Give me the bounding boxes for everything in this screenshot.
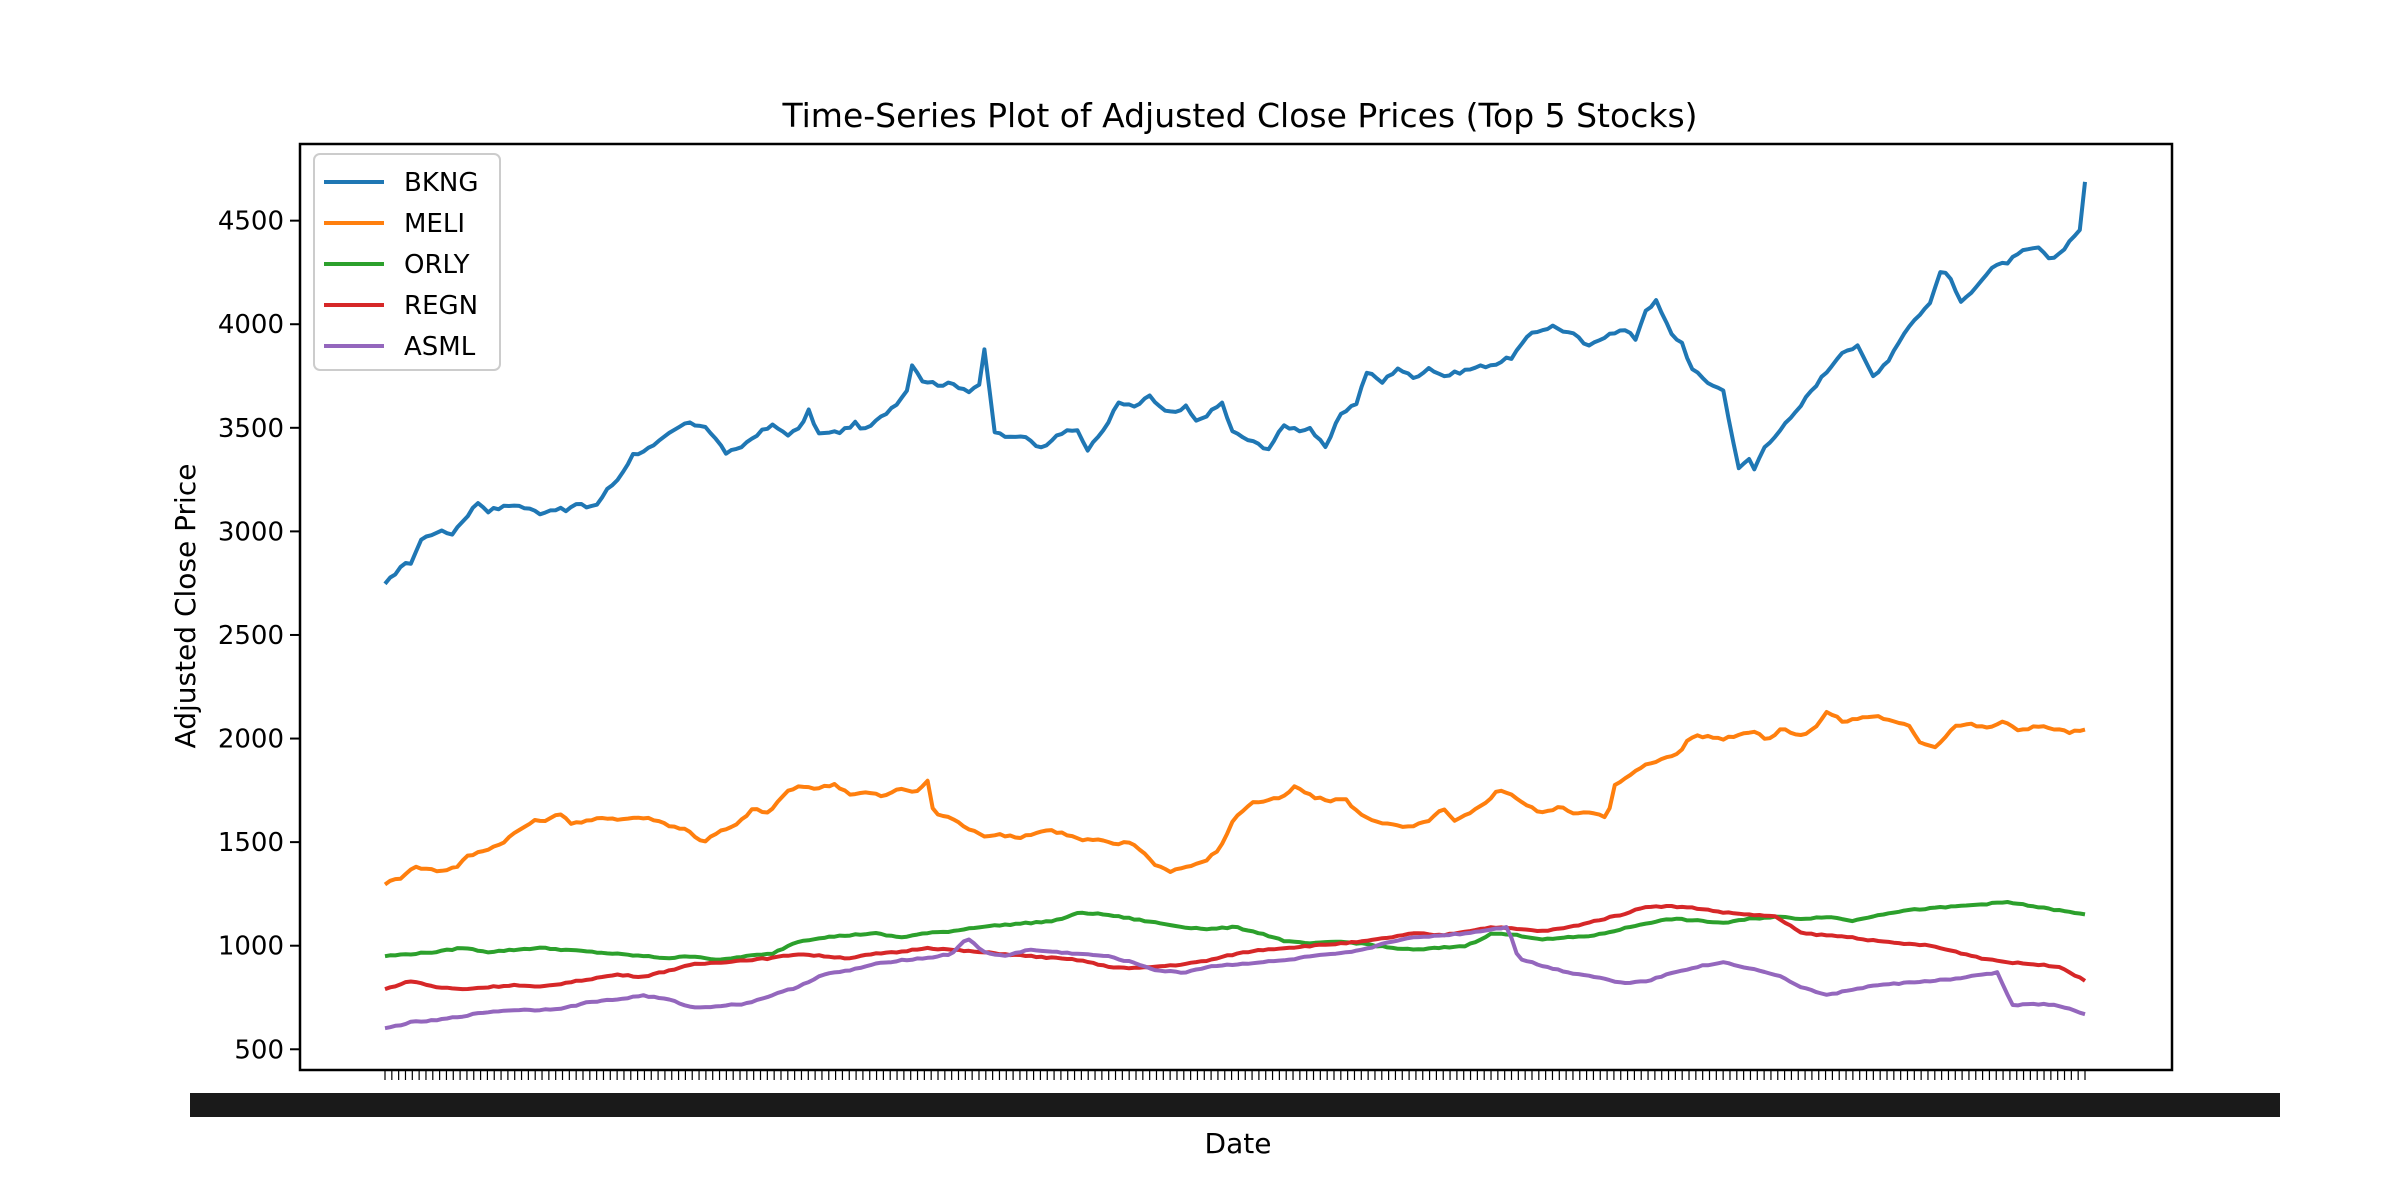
y-tick-label: 4500	[218, 207, 284, 237]
series-line-bkng	[383, 181, 2087, 586]
legend-label-asml: ASML	[404, 332, 476, 362]
y-tick-label: 3500	[218, 414, 284, 444]
y-tick-label: 500	[234, 1035, 284, 1065]
series-line-asml	[384, 925, 2086, 1031]
y-tick-label: 2500	[218, 621, 284, 651]
x-axis-ticks	[190, 1070, 2280, 1117]
series-line-meli	[383, 710, 2086, 887]
legend-label-meli: MELI	[404, 209, 465, 239]
legend-label-regn: REGN	[404, 291, 478, 321]
legend-label-bkng: BKNG	[404, 168, 478, 198]
y-tick-label: 1500	[218, 828, 284, 858]
plot-area-frame	[298, 142, 2174, 1072]
y-axis-label: Adjusted Close Price	[169, 464, 202, 749]
legend: BKNG MELI ORLY REGN ASML	[313, 153, 501, 371]
y-axis-ticks: 500 1000 1500 2000 2500 3000 3500 4000 4500	[218, 207, 300, 1065]
y-tick-label: 3000	[218, 517, 284, 547]
series-line-orly	[384, 900, 2086, 962]
y-tick-label: 4000	[218, 310, 284, 340]
series-line-regn	[384, 904, 2087, 992]
y-tick-label: 1000	[218, 932, 284, 962]
legend-box	[313, 153, 501, 371]
legend-label-orly: ORLY	[404, 250, 470, 280]
series-layer	[383, 181, 2087, 1031]
chart-title: Time-Series Plot of Adjusted Close Price…	[781, 96, 1697, 135]
x-tick-labels-overlap	[190, 1093, 2280, 1117]
x-axis-label: Date	[1205, 1127, 1272, 1160]
y-tick-label: 2000	[218, 725, 284, 755]
